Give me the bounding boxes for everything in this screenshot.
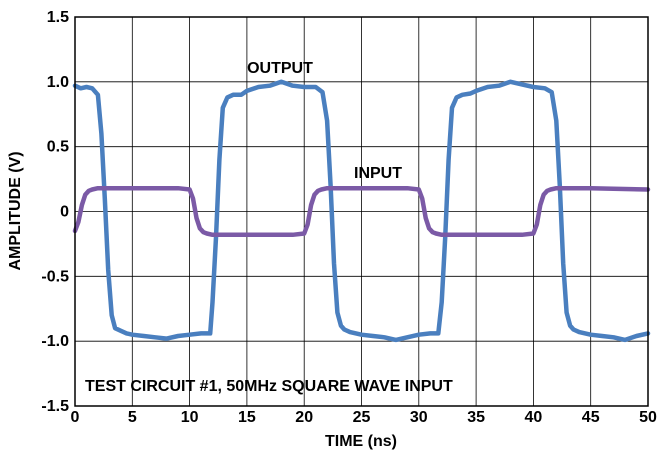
chart-annotation: TEST CIRCUIT #1, 50MHz SQUARE WAVE INPUT	[85, 378, 453, 395]
series-label-input: INPUT	[354, 165, 402, 182]
y-tick-label: -0.5	[41, 268, 69, 285]
x-tick-label: 50	[639, 409, 657, 426]
tick-labels: 0 5 10 15 20 25 30 35 40 45 50 1.5 1.0 0.5 0 -0.5 -1.0 -1…	[41, 9, 657, 426]
x-tick-label: 40	[525, 409, 543, 426]
series-layer	[72, 79, 651, 343]
x-tick-label: 5	[128, 409, 137, 426]
x-tick-label: 10	[181, 409, 199, 426]
x-tick-label: 35	[467, 409, 485, 426]
x-tick-label: 15	[238, 409, 256, 426]
y-tick-label: 0.5	[47, 139, 69, 156]
x-tick-label: 20	[295, 409, 313, 426]
series-line-output	[72, 79, 651, 343]
x-tick-label: 25	[353, 409, 371, 426]
grid	[75, 17, 648, 406]
y-tick-label: 1.5	[47, 9, 69, 26]
plot-frame	[74, 16, 649, 407]
y-axis-label: AMPLITUDE (V)	[7, 151, 24, 270]
x-axis-label: TIME (ns)	[325, 433, 397, 450]
series-line-input	[72, 185, 651, 238]
y-tick-label: -1.0	[41, 333, 69, 350]
x-tick-label: 30	[410, 409, 428, 426]
y-tick-label: 0	[60, 204, 69, 221]
x-tick-label: 0	[71, 409, 80, 426]
series-label-output: OUTPUT	[247, 60, 313, 77]
x-tick-label: 45	[582, 409, 600, 426]
y-tick-label: -1.5	[41, 398, 69, 415]
y-tick-label: 1.0	[47, 74, 69, 91]
